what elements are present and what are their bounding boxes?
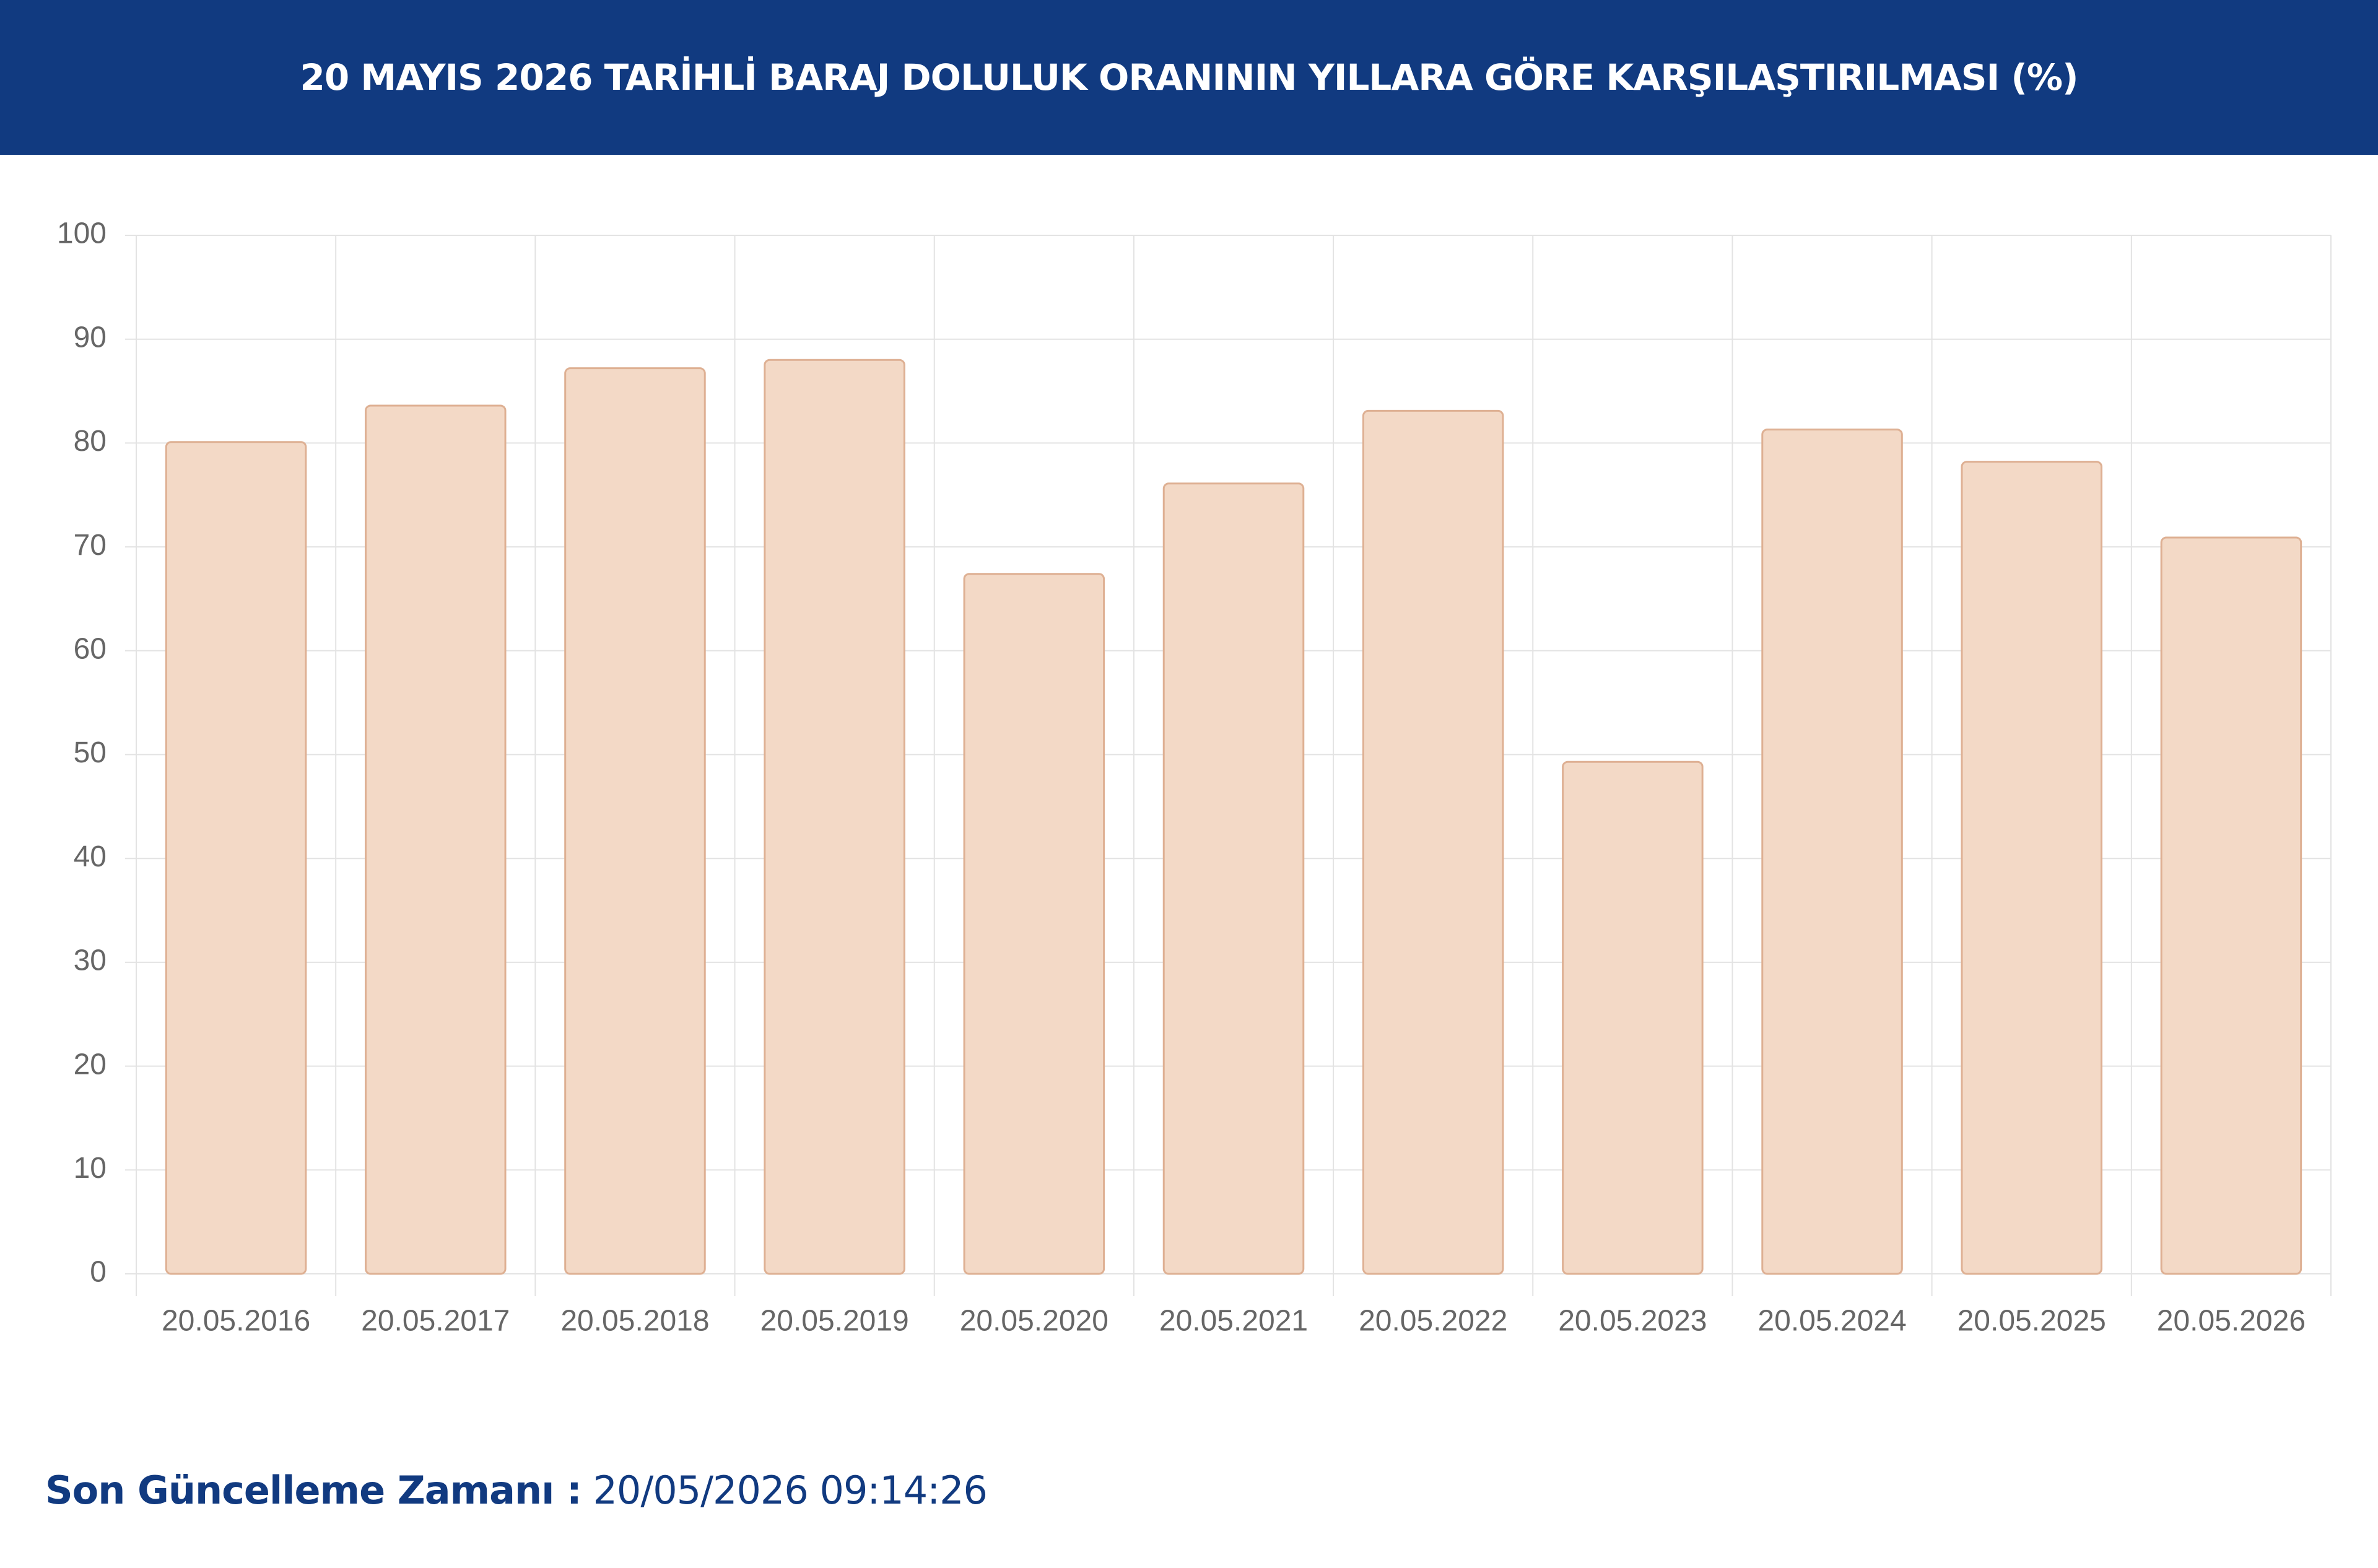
footer: Son Güncelleme Zamanı : 20/05/2026 09:14… bbox=[45, 1468, 988, 1513]
x-tick-label: 20.05.2026 bbox=[2157, 1305, 2306, 1338]
bar bbox=[764, 359, 905, 1275]
x-tick-label: 20.05.2023 bbox=[1558, 1305, 1707, 1338]
x-tick-label: 20.05.2017 bbox=[361, 1305, 510, 1338]
bar bbox=[1362, 409, 1504, 1275]
y-tick-label: 20 bbox=[74, 1048, 107, 1081]
y-tick-label: 60 bbox=[74, 632, 107, 665]
footer-label: Son Güncelleme Zamanı : bbox=[45, 1468, 582, 1513]
y-tick-label: 0 bbox=[90, 1256, 107, 1289]
x-tick-label: 20.05.2025 bbox=[1958, 1305, 2106, 1338]
bar bbox=[365, 404, 507, 1275]
x-tick-label: 20.05.2022 bbox=[1359, 1305, 1507, 1338]
footer-value: 20/05/2026 09:14:26 bbox=[593, 1468, 988, 1513]
bar bbox=[1961, 461, 2102, 1275]
y-tick-label: 50 bbox=[74, 736, 107, 769]
x-tick-label: 20.05.2020 bbox=[960, 1305, 1108, 1338]
x-tick-label: 20.05.2019 bbox=[760, 1305, 909, 1338]
y-tick-label: 40 bbox=[74, 840, 107, 873]
x-tick-label: 20.05.2018 bbox=[560, 1305, 709, 1338]
y-tick-label: 30 bbox=[74, 944, 107, 977]
bar bbox=[963, 573, 1105, 1275]
bar bbox=[564, 367, 706, 1275]
chart: 0 10 20 30 40 50 60 70 80 90 100 20.05.2016 20.05.20… bbox=[57, 217, 2332, 1338]
y-tick-label: 70 bbox=[74, 529, 107, 562]
chart-title: 20 MAYIS 2026 TARİHLİ BARAJ DOLULUK ORAN… bbox=[0, 0, 2378, 155]
bar bbox=[1162, 482, 1305, 1275]
x-tick-label: 20.05.2024 bbox=[1757, 1305, 1906, 1338]
y-tick-label: 10 bbox=[74, 1152, 107, 1185]
bar bbox=[1761, 429, 1903, 1275]
bar bbox=[165, 441, 307, 1275]
x-tick-label: 20.05.2016 bbox=[162, 1305, 310, 1338]
bar bbox=[2160, 536, 2302, 1275]
y-tick-label: 100 bbox=[57, 217, 107, 250]
y-tick-label: 80 bbox=[74, 425, 107, 458]
bar bbox=[1562, 760, 1704, 1275]
x-tick-label: 20.05.2021 bbox=[1159, 1305, 1308, 1338]
y-tick-label: 90 bbox=[74, 321, 107, 354]
